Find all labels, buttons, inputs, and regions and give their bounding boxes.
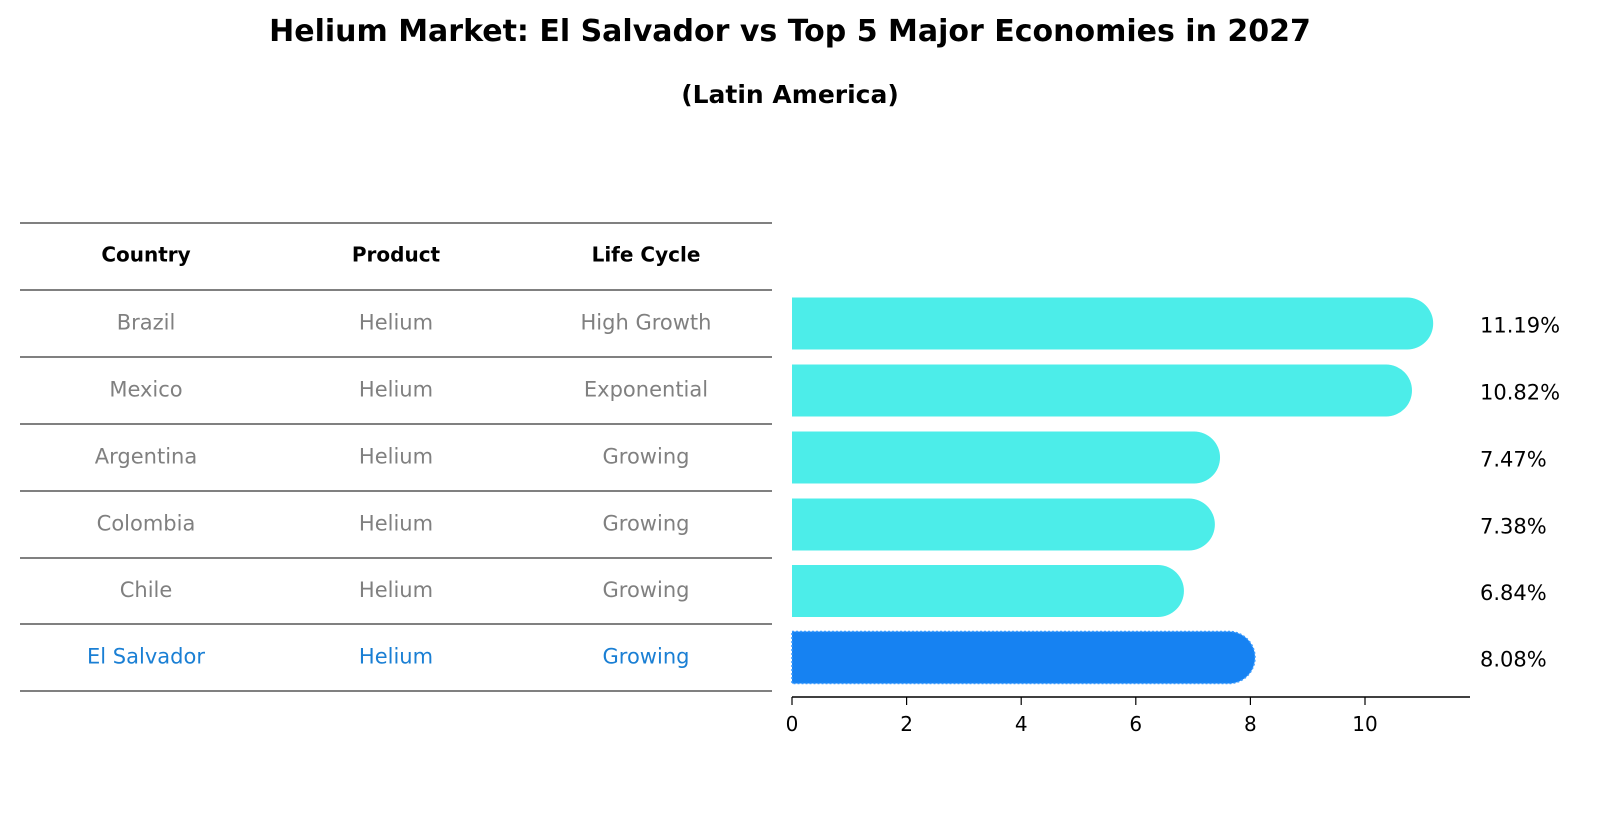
x-tick-label: 0 bbox=[786, 712, 799, 736]
value-label: 10.82% bbox=[1480, 381, 1560, 405]
bar-el-salvador bbox=[791, 630, 1256, 685]
value-labels: 11.19% 10.82% 7.47% 7.38% 6.84% 8.08% bbox=[1480, 314, 1560, 672]
bar-argentina bbox=[792, 431, 1221, 484]
table-cell: Helium bbox=[359, 311, 433, 335]
value-label: 8.08% bbox=[1480, 648, 1547, 672]
x-tick-label: 8 bbox=[1244, 712, 1257, 736]
table-cell: Growing bbox=[603, 512, 690, 536]
table-cell: Growing bbox=[603, 445, 690, 469]
chart-title: Helium Market: El Salvador vs Top 5 Majo… bbox=[269, 14, 1311, 49]
table-cell: Growing bbox=[603, 578, 690, 602]
table-cell: Growing bbox=[603, 645, 690, 669]
table-cell: Argentina bbox=[95, 445, 197, 469]
x-tick-label: 10 bbox=[1352, 712, 1377, 736]
value-label: 11.19% bbox=[1480, 314, 1560, 338]
value-label: 7.38% bbox=[1480, 515, 1547, 539]
table-header-cell: Life Cycle bbox=[592, 243, 701, 267]
table-cell: Helium bbox=[359, 578, 433, 602]
x-tick-label: 6 bbox=[1129, 712, 1142, 736]
chart-subtitle: (Latin America) bbox=[681, 80, 899, 109]
bar-chile bbox=[792, 565, 1184, 617]
table-cell: El Salvador bbox=[87, 645, 205, 669]
table-cell: Colombia bbox=[97, 512, 196, 536]
table-cell: Exponential bbox=[584, 378, 708, 402]
table-cell: High Growth bbox=[581, 311, 712, 335]
bar-colombia bbox=[792, 498, 1215, 551]
table-header-cell: Country bbox=[101, 243, 190, 267]
bar-series bbox=[791, 297, 1434, 685]
x-axis: 0 2 4 6 8 10 bbox=[786, 696, 1470, 736]
table-cell: Chile bbox=[120, 578, 173, 602]
table-cell: Helium bbox=[359, 445, 433, 469]
data-table: Country Product Life Cycle Brazil Helium High… bbox=[20, 222, 772, 692]
table-cell: Helium bbox=[359, 378, 433, 402]
table-cell: Brazil bbox=[117, 311, 176, 335]
bar-mexico bbox=[792, 364, 1412, 417]
table-cell: Mexico bbox=[109, 378, 182, 402]
table-cell: Helium bbox=[359, 512, 433, 536]
table-cell: Helium bbox=[359, 645, 433, 669]
table-header-cell: Product bbox=[352, 243, 441, 267]
x-tick-label: 2 bbox=[900, 712, 913, 736]
value-label: 7.47% bbox=[1480, 448, 1547, 472]
bar-brazil bbox=[792, 297, 1434, 350]
value-label: 6.84% bbox=[1480, 581, 1547, 605]
x-tick-label: 4 bbox=[1015, 712, 1028, 736]
